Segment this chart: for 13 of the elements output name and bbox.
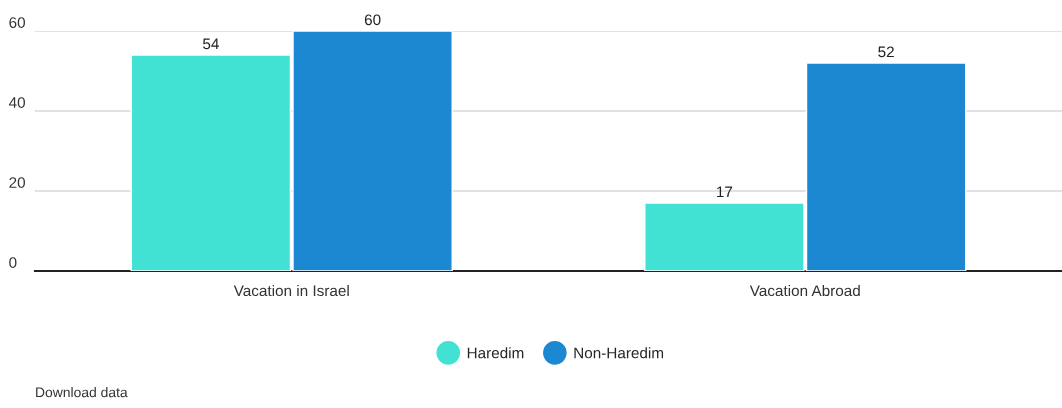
x-tick-label: Vacation in Israel	[233, 284, 349, 297]
y-tick-label: 40	[8, 97, 26, 108]
data-label: 17	[717, 186, 733, 198]
y-tick-label: 0	[9, 257, 17, 268]
data-label: 60	[364, 14, 381, 26]
y-tick-label: 20	[9, 177, 26, 188]
legend-label: Haredim	[467, 347, 524, 359]
x-tick-label: Vacation Abroad	[749, 284, 860, 297]
data-label: 52	[878, 46, 894, 58]
text: Download data	[36, 387, 128, 398]
legend-label: Non-Haredim	[574, 347, 664, 359]
data-label: 54	[202, 38, 219, 50]
y-tick-label: 60	[9, 17, 26, 28]
